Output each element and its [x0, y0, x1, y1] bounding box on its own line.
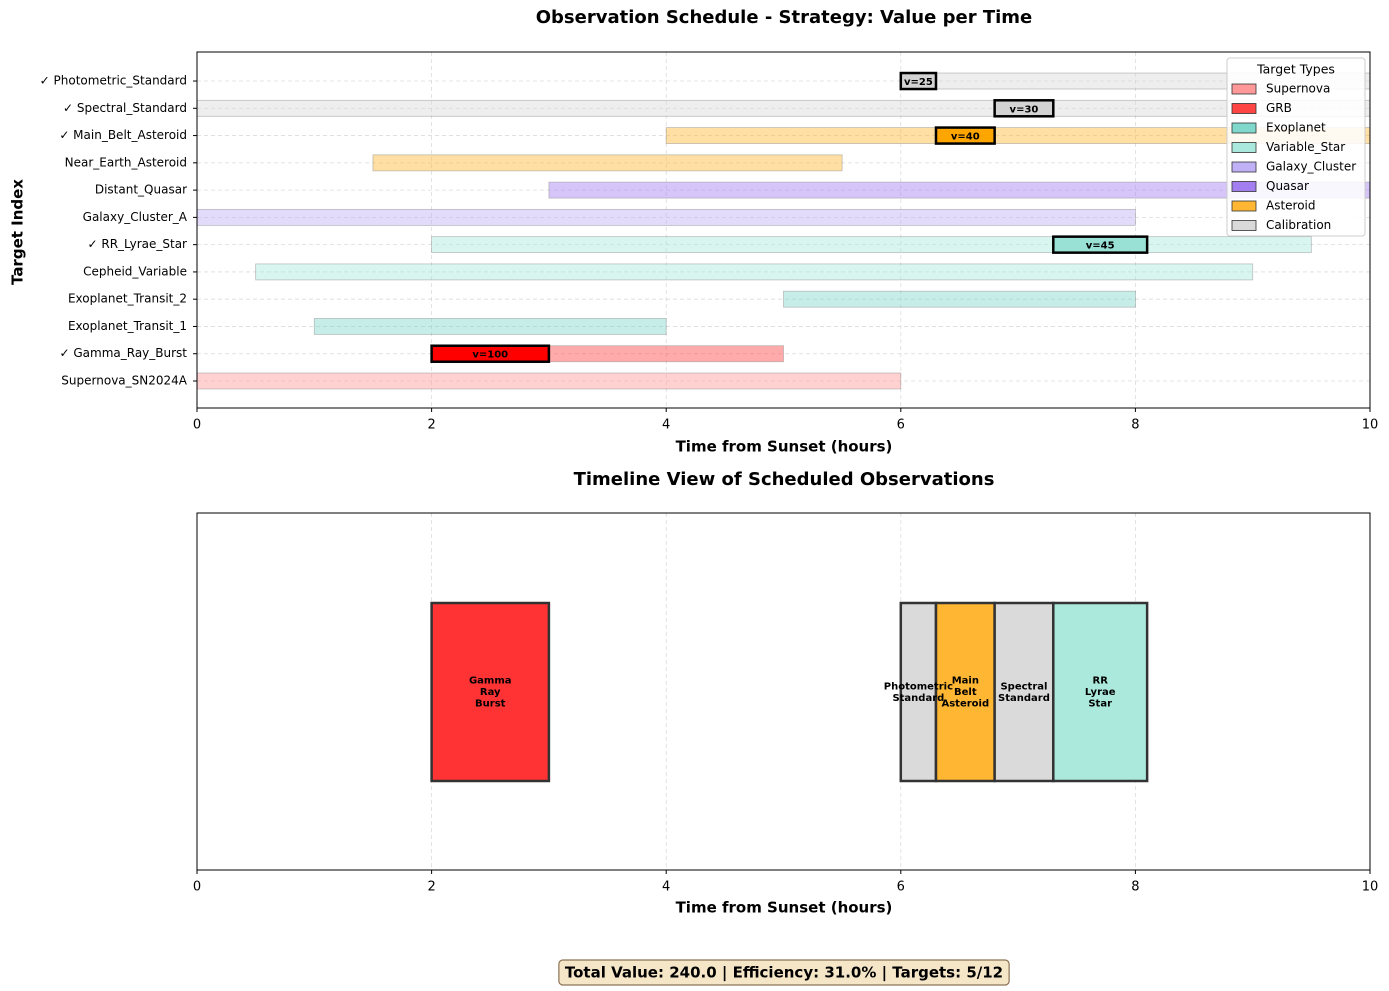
window-bar — [196, 99, 1371, 117]
legend-label: Supernova — [1266, 82, 1330, 96]
y-tick-label: Galaxy_Cluster_A — [83, 210, 188, 224]
x-tick-label: 6 — [897, 418, 905, 433]
plot-frame — [196, 512, 1371, 871]
legend-title: Target Types — [1256, 62, 1335, 77]
y-tick-label: Near_Earth_Asteroid — [65, 155, 187, 169]
window-bar — [255, 263, 1254, 281]
legend-label: Calibration — [1266, 218, 1331, 232]
x-tick-label: 0 — [193, 880, 201, 895]
window-bar — [372, 154, 843, 172]
scheduled-block — [1052, 235, 1149, 254]
legend-label: Asteroid — [1266, 199, 1316, 213]
legend-swatch — [1231, 181, 1257, 192]
legend-label: GRB — [1266, 101, 1292, 115]
summary-box — [558, 959, 1010, 986]
y-tick-label: ✓ Gamma_Ray_Burst — [59, 346, 187, 360]
block-label: Gamma Ray Burst — [469, 676, 512, 710]
x-tick-label: 2 — [427, 880, 435, 895]
scheduled-block — [430, 344, 551, 363]
y-tick-label: ✓ RR_Lyrae_Star — [87, 237, 187, 251]
scheduled-block — [899, 71, 938, 91]
x-tick-label: 8 — [1131, 880, 1139, 895]
plot-frame — [196, 51, 1371, 409]
legend-label: Quasar — [1266, 179, 1309, 193]
y-tick-label: Supernova_SN2024A — [61, 374, 187, 388]
block-label: Photometric Standard — [884, 681, 953, 704]
summary-text: Total Value: 240.0 | Efficiency: 31.0% |… — [565, 964, 1003, 983]
y-axis-label: Target Index — [9, 179, 27, 285]
legend-swatch — [1231, 200, 1257, 212]
scheduled-block — [993, 99, 1055, 118]
legend-swatch — [1231, 142, 1257, 153]
window-bar — [196, 372, 902, 390]
legend-swatch — [1231, 122, 1257, 134]
legend-label: Galaxy_Cluster — [1266, 160, 1356, 174]
window-bar — [431, 236, 1312, 254]
legend-swatch — [1231, 161, 1257, 173]
legend-label: Exoplanet — [1266, 121, 1326, 135]
timeline-block — [993, 601, 1055, 783]
x-tick-label: 10 — [1362, 418, 1379, 433]
y-tick-label: Distant_Quasar — [95, 183, 187, 197]
legend-label: Variable_Star — [1266, 140, 1345, 154]
x-axis-label: Time from Sunset (hours) — [676, 899, 893, 917]
timeline-block — [1052, 601, 1149, 783]
x-tick-label: 10 — [1362, 880, 1379, 895]
y-tick-label: ✓ Main_Belt_Asteroid — [59, 128, 187, 142]
x-tick-label: 8 — [1131, 418, 1139, 433]
timeline-block — [899, 601, 938, 783]
block-label: RR Lyrae Star — [1085, 676, 1116, 710]
timeline-block — [934, 601, 996, 783]
value-label: v=100 — [472, 350, 508, 361]
x-axis-label: Time from Sunset (hours) — [676, 438, 893, 456]
timeline-block — [430, 601, 551, 783]
window-bar — [196, 208, 1136, 226]
y-tick-label: Cepheid_Variable — [83, 264, 187, 278]
legend-swatch — [1231, 103, 1257, 114]
x-tick-label: 0 — [193, 418, 201, 433]
legend-swatch — [1231, 220, 1257, 231]
x-tick-label: 4 — [662, 880, 670, 895]
scheduled-block — [934, 126, 996, 145]
legend-box — [1226, 57, 1366, 237]
legend-swatch — [1231, 83, 1257, 95]
block-label: Spectral Standard — [998, 681, 1050, 704]
y-tick-label: ✓ Photometric_Standard — [40, 74, 187, 88]
window-bar — [313, 318, 667, 335]
block-label: Main Belt Asteroid — [941, 676, 989, 710]
value-label: v=30 — [1010, 104, 1039, 115]
value-label: v=40 — [951, 132, 980, 143]
y-tick-label: Exoplanet_Transit_2 — [68, 292, 187, 306]
window-bar — [783, 290, 1136, 308]
chart-title: Timeline View of Scheduled Observations — [574, 469, 995, 490]
x-tick-label: 6 — [897, 880, 905, 895]
x-tick-label: 2 — [427, 418, 435, 433]
value-label: v=25 — [904, 77, 933, 88]
value-label: v=45 — [1086, 241, 1115, 252]
chart-title: Observation Schedule - Strategy: Value p… — [536, 7, 1033, 28]
x-tick-label: 4 — [662, 418, 670, 433]
y-tick-label: Exoplanet_Transit_1 — [68, 319, 187, 333]
y-tick-label: ✓ Spectral_Standard — [63, 101, 187, 115]
